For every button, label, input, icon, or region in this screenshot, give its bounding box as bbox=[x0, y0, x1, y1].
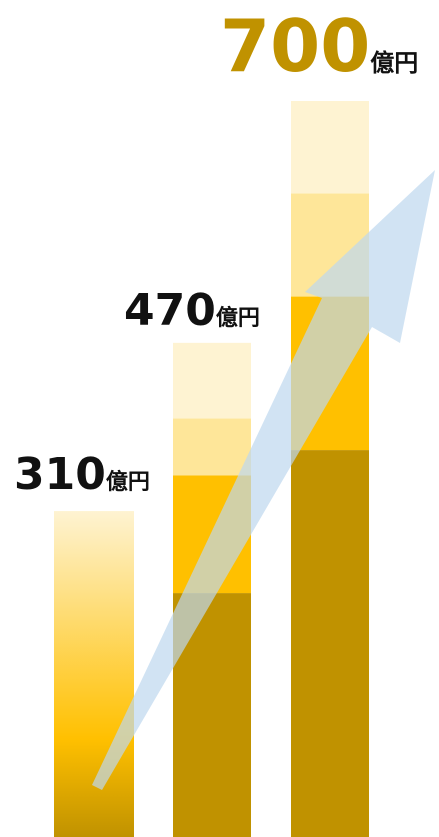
bar-segment bbox=[173, 418, 251, 476]
total-unit: 億円 bbox=[370, 49, 418, 77]
total-value: 310 bbox=[14, 449, 106, 500]
bar bbox=[54, 511, 134, 837]
growth-arrow bbox=[92, 170, 435, 790]
total-value: 700 bbox=[220, 4, 370, 88]
total-label: 700億円 bbox=[220, 4, 418, 88]
total-label: 310億円 bbox=[14, 449, 150, 500]
total-unit: 億円 bbox=[106, 469, 150, 495]
total-label: 470億円 bbox=[124, 285, 260, 336]
total-unit: 億円 bbox=[216, 305, 260, 331]
bar-segment bbox=[291, 101, 369, 194]
total-value: 470 bbox=[124, 285, 216, 336]
bar-segment bbox=[291, 450, 369, 837]
bar-segment bbox=[173, 342, 251, 419]
